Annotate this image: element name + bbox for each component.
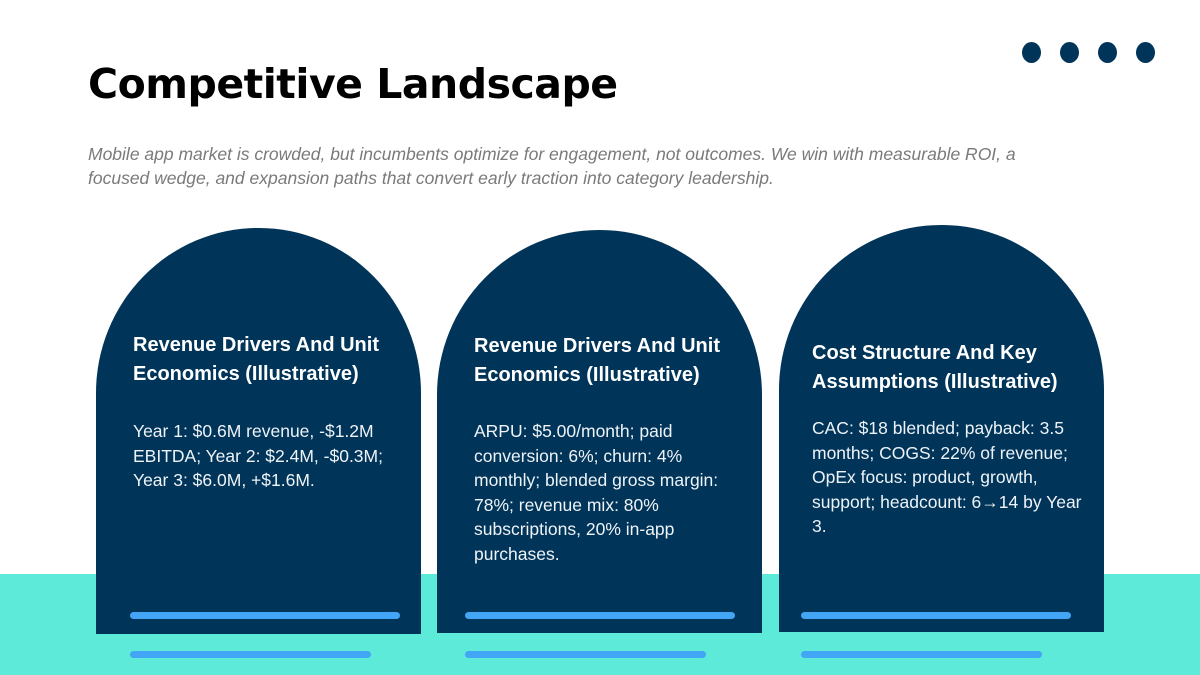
dot-decoration — [1136, 42, 1155, 63]
card-heading: Revenue Drivers And Unit Economics (Illu… — [133, 334, 379, 385]
card-bar — [130, 612, 400, 619]
card-heading: Revenue Drivers And Unit Economics (Illu… — [474, 335, 720, 386]
card-body: CAC: $18 blended; payback: 3.5 months; C… — [812, 418, 1082, 536]
card-bar — [465, 612, 735, 619]
card-heading: Cost Structure And Key Assumptions (Illu… — [812, 342, 1058, 393]
page-subtitle: Mobile app market is crowded, but incumb… — [88, 144, 1016, 188]
dot-decoration — [1060, 42, 1079, 63]
page-title: Competitive Landscape — [88, 60, 618, 108]
card-revenue-drivers-1: Revenue Drivers And Unit Economics (Illu… — [96, 228, 421, 634]
card-body: ARPU: $5.00/month; paid conversion: 6%; … — [474, 421, 719, 564]
card-body: Year 1: $0.6M revenue, -$1.2M EBITDA; Ye… — [133, 421, 383, 490]
dot-decoration — [1098, 42, 1117, 63]
base-bar — [465, 651, 706, 658]
base-bar — [130, 651, 371, 658]
card-bar — [801, 612, 1071, 619]
card-cost-structure: Cost Structure And Key Assumptions (Illu… — [779, 225, 1104, 632]
base-bar — [801, 651, 1042, 658]
card-revenue-drivers-2: Revenue Drivers And Unit Economics (Illu… — [437, 230, 762, 633]
dot-decoration — [1022, 42, 1041, 63]
